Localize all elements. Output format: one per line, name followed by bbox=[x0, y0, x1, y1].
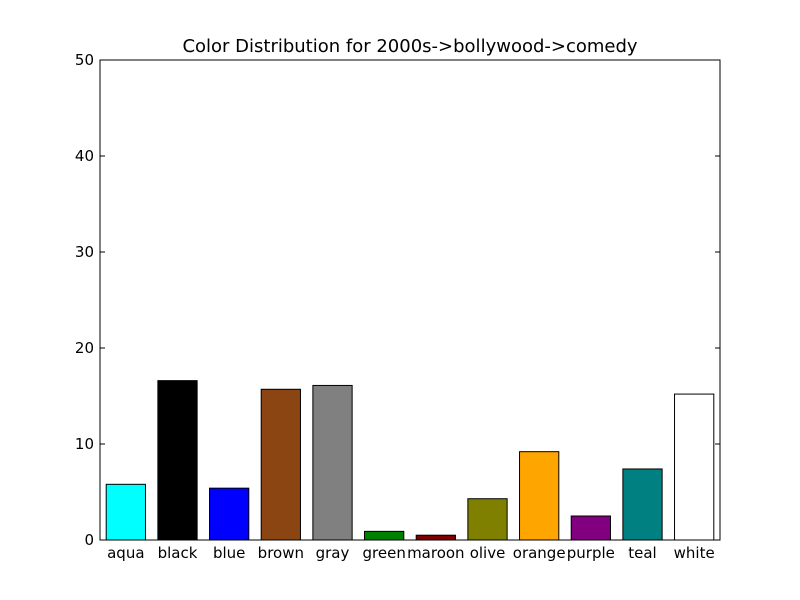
x-tick-label-green: green bbox=[363, 544, 406, 562]
x-tick-label-purple: purple bbox=[567, 544, 615, 562]
x-tick-label-gray: gray bbox=[316, 544, 350, 562]
x-tick-label-black: black bbox=[158, 544, 198, 562]
y-tick-label: 40 bbox=[75, 147, 94, 165]
bar-teal bbox=[622, 468, 663, 541]
bar-aqua bbox=[105, 483, 146, 541]
x-tick-label-aqua: aqua bbox=[107, 544, 144, 562]
y-tick-label: 50 bbox=[75, 51, 94, 69]
bar-white bbox=[674, 393, 715, 541]
x-tick-label-brown: brown bbox=[258, 544, 304, 562]
bar-olive bbox=[467, 498, 508, 541]
x-tick-label-olive: olive bbox=[470, 544, 506, 562]
bar-maroon bbox=[415, 534, 456, 541]
bar-black bbox=[157, 380, 198, 541]
plot-frame bbox=[99, 59, 721, 541]
bar-gray bbox=[312, 384, 353, 541]
bars-group bbox=[105, 380, 715, 541]
x-tick-label-teal: teal bbox=[628, 544, 656, 562]
x-axis-labels: aqua black blue brown gray green maroon olive or… bbox=[107, 544, 715, 562]
y-tick-label: 10 bbox=[75, 435, 94, 453]
bar-blue bbox=[209, 487, 250, 541]
bar-green bbox=[364, 530, 405, 541]
y-tick-label: 20 bbox=[75, 339, 94, 357]
x-tick-label-orange: orange bbox=[513, 544, 566, 562]
x-tick-label-white: white bbox=[674, 544, 715, 562]
y-tick-label: 30 bbox=[75, 243, 94, 261]
x-tick-label-maroon: maroon bbox=[407, 544, 465, 562]
bar-brown bbox=[260, 388, 301, 541]
bar-purple bbox=[570, 515, 611, 541]
y-axis-ticks: 0 10 20 30 40 50 bbox=[75, 51, 720, 549]
y-tick-label: 0 bbox=[84, 531, 94, 549]
chart-title: Color Distribution for 2000s->bollywood-… bbox=[182, 36, 637, 57]
x-tick-label-blue: blue bbox=[213, 544, 245, 562]
bar-orange bbox=[519, 451, 560, 541]
